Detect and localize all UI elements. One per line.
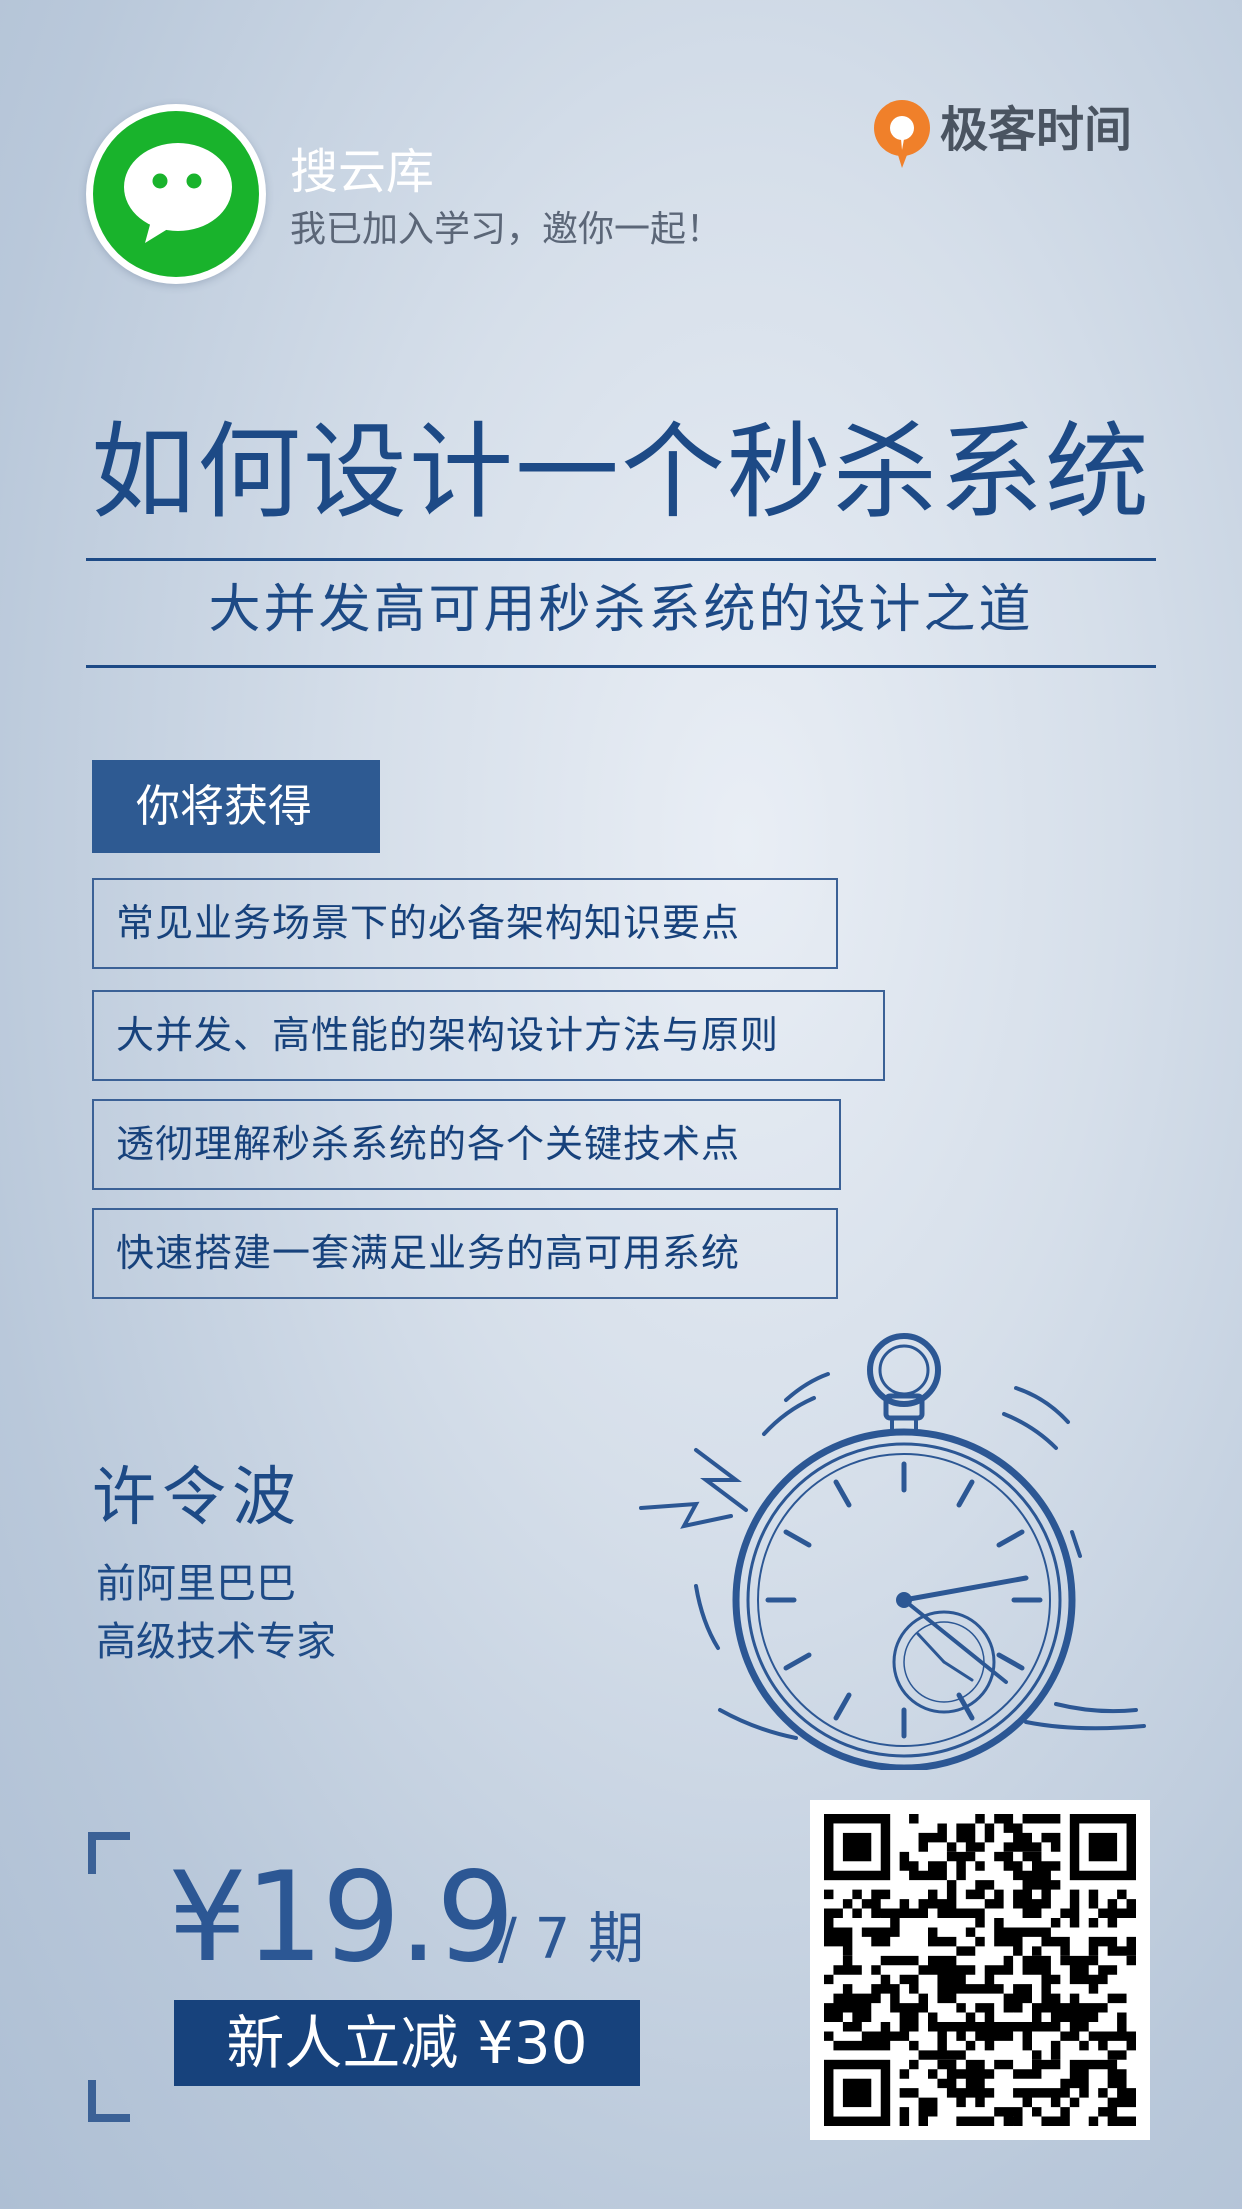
qr-finder-pattern: [824, 1814, 891, 1881]
author-title-line2: 高级技术专家: [96, 1619, 336, 1665]
benefit-item: 常见业务场景下的必备架构知识要点: [92, 878, 838, 969]
new-user-promo: 新人立减 ¥30: [174, 2000, 640, 2086]
price-bracket-top: [88, 1832, 130, 1874]
qr-finder-pattern: [1069, 1814, 1136, 1881]
user-name: 搜云库: [290, 144, 435, 200]
qr-finder-pattern: [824, 2059, 891, 2126]
price-bracket-bottom: [88, 2080, 130, 2122]
benefit-item: 大并发、高性能的架构设计方法与原则: [92, 990, 885, 1081]
benefits-heading: 你将获得: [92, 760, 380, 853]
title-divider-top: [86, 558, 1156, 561]
invite-message: 我已加入学习，邀你一起！: [290, 209, 723, 250]
course-subtitle: 大并发高可用秒杀系统的设计之道: [208, 580, 1034, 640]
benefit-item: 透彻理解秒杀系统的各个关键技术点: [92, 1099, 841, 1190]
avatar[interactable]: [86, 104, 266, 284]
course-title: 如何设计一个秒杀系统: [90, 411, 1151, 533]
benefit-item: 快速搭建一套满足业务的高可用系统: [92, 1208, 838, 1299]
price: ¥19.9: [168, 1846, 515, 1990]
author-name: 许令波: [92, 1461, 302, 1535]
brand-logo: 极客时间: [872, 98, 1132, 170]
price-period: / 7 期: [498, 1907, 645, 1972]
brand-name: 极客时间: [940, 102, 1133, 158]
pocket-watch-icon: [636, 1330, 1156, 1772]
geektime-logo: [874, 100, 930, 168]
qr-modules: [824, 1814, 1136, 2126]
author-title-line1: 前阿里巴巴: [96, 1561, 296, 1607]
wechat-icon: [93, 111, 259, 277]
title-divider-bottom: [86, 665, 1156, 668]
qr-code[interactable]: [810, 1800, 1150, 2140]
qr-code-pattern: [824, 1814, 1136, 2126]
